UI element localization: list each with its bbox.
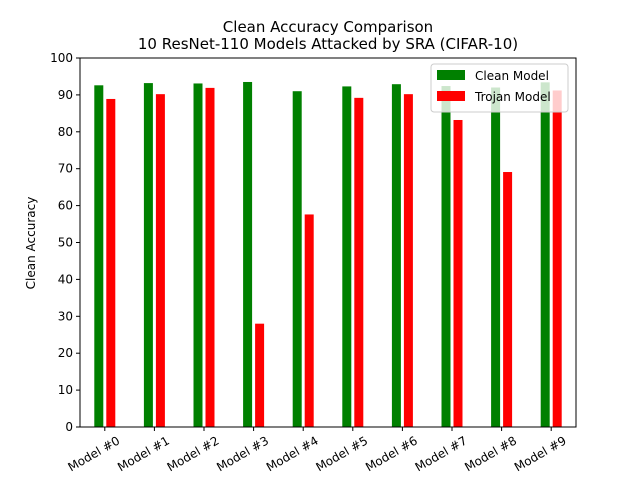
y-tick-label: 10 [58,383,73,397]
trojan-bar-6 [403,94,413,428]
y-tick-label: 0 [65,420,73,434]
clean-bar-4 [292,91,302,428]
clean-bar-2 [193,83,203,427]
chart-title: Clean Accuracy Comparison [223,18,433,36]
legend-box [430,63,569,113]
plot-frame [79,57,577,428]
clean-bar-1 [143,83,153,427]
legend: Clean Model Trojan Model [430,63,569,113]
legend-swatch-clean [437,70,465,80]
chart-subtitle: 10 ResNet-110 Models Attacked by SRA (CI… [138,35,518,53]
y-tick-label: 50 [58,236,73,250]
trojan-bar-4 [304,214,314,427]
clean-bar-3 [243,81,253,428]
legend-swatch-trojan [437,91,465,101]
trojan-bar-2 [205,87,215,427]
clean-bar-9 [540,82,550,427]
clean-bar-7 [441,86,451,427]
clean-bar-0 [94,85,104,427]
clean-bar-6 [391,84,401,427]
y-tick-label: 100 [50,51,73,65]
bars-group [94,81,562,428]
trojan-bar-9 [552,90,562,428]
y-tick-label: 40 [58,272,73,286]
trojan-bar-3 [255,323,265,427]
legend-label-clean: Clean Model [475,69,549,83]
trojan-bar-5 [354,97,364,428]
y-tick-label: 60 [58,199,73,213]
y-tick-label: 20 [58,346,73,360]
y-ticks: 0 10 20 30 40 50 60 70 80 90 100 [50,51,80,434]
clean-bar-8 [491,87,501,428]
trojan-bar-7 [453,119,463,427]
clean-bar-5 [342,86,352,428]
y-tick-label: 70 [58,162,73,176]
legend-label-trojan: Trojan Model [474,90,551,104]
trojan-bar-0 [106,98,116,428]
trojan-bar-8 [503,172,513,427]
y-tick-label: 30 [58,309,73,323]
y-tick-label: 90 [58,88,73,102]
y-axis-label: Clean Accuracy [24,197,38,290]
y-tick-label: 80 [58,125,73,139]
trojan-bar-1 [155,94,165,428]
